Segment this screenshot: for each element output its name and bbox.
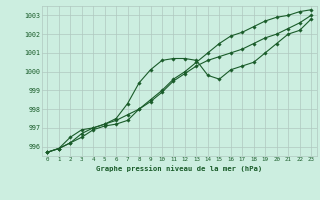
X-axis label: Graphe pression niveau de la mer (hPa): Graphe pression niveau de la mer (hPa) [96,165,262,172]
